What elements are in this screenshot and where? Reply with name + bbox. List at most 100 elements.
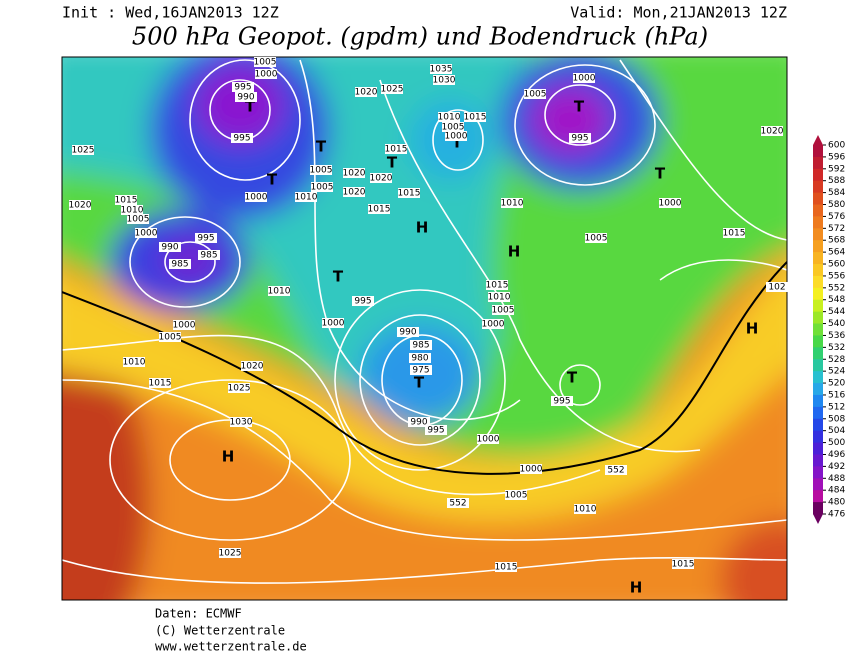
isobar-label: 1015 (149, 379, 172, 389)
isobar-label-bg (723, 228, 745, 238)
isobar-label: 1010 (501, 199, 524, 209)
pressure-center: H (508, 243, 521, 261)
isobar-label: 1005 (442, 123, 465, 133)
isobar-label-bg (355, 87, 377, 97)
isobar-label: 1010 (123, 358, 146, 368)
isobar-label-bg (219, 548, 241, 558)
isobar-label-bg (159, 332, 181, 342)
isobar-label: 990 (161, 243, 178, 253)
isobar-label: 1020 (343, 188, 366, 198)
isobar-label-bg (381, 84, 403, 94)
colorbar-label: 576 (828, 212, 845, 222)
isobar-label-bg (605, 465, 627, 475)
isobar-label-bg (232, 82, 254, 92)
pressure-center: T (387, 154, 398, 172)
pressure-center: T (267, 171, 278, 189)
isobar-label-bg (433, 75, 455, 85)
isobar-label: 1025 (381, 85, 404, 95)
isobar-label-bg (445, 131, 467, 141)
colorbar-label: 560 (828, 260, 845, 270)
isobar-label: 1020 (69, 201, 92, 211)
isobar-label: 1035 (430, 65, 453, 75)
colorbar-label: 496 (828, 450, 845, 460)
colorbar-swatch (813, 478, 823, 491)
isobar-label-bg (343, 168, 365, 178)
isobar-label-bg (195, 233, 217, 243)
isobar-label: 1015 (368, 205, 391, 215)
isobar-label: 1020 (355, 88, 378, 98)
isobar-label: 1005 (311, 183, 334, 193)
colorbar-swatch (813, 335, 823, 348)
isobar-label: 1030 (230, 418, 253, 428)
isobar-label: 1005 (505, 491, 528, 501)
isobar-label: 985 (200, 251, 217, 261)
isobar-label-bg (425, 425, 447, 435)
colorbar-swatch (813, 156, 823, 170)
isobar-label-bg (310, 165, 332, 175)
isobar-label-bg (430, 64, 452, 74)
isobar-label-bg (766, 282, 788, 292)
isobar-label: 1010 (438, 113, 461, 123)
isobar-label-bg (574, 504, 596, 514)
colorbar-label: 532 (828, 343, 845, 353)
colorbar-label: 596 (828, 152, 845, 162)
isobar-label-bg (311, 182, 333, 192)
isobar-label-bg (115, 195, 137, 205)
isobar-label: 1020 (370, 174, 393, 184)
colorbar-label: 488 (828, 474, 845, 484)
isobar-label-bg (241, 361, 263, 371)
isobar-label: 1015 (486, 281, 509, 291)
isobar-label-bg (410, 365, 432, 375)
colorbar-swatch (813, 430, 823, 444)
colorbar-swatch (813, 311, 823, 325)
isobar-label-bg (551, 396, 573, 406)
isobar-label-bg (69, 200, 91, 210)
isobar-label: 1015 (115, 196, 138, 206)
isobar-label: 1005 (127, 215, 150, 225)
colorbar-swatch (813, 145, 823, 158)
isobar-label: 990 (399, 328, 416, 338)
isobar-label: 990 (410, 418, 427, 428)
colorbar-swatch (813, 216, 823, 229)
isobar-label-bg (585, 233, 607, 243)
isobar-label: 1005 (254, 58, 277, 68)
isobar-label-bg (255, 69, 277, 79)
colorbar-swatch (813, 418, 823, 432)
isobar-label: 1000 (445, 132, 468, 142)
isobar-label-bg (231, 133, 253, 143)
isobar-label-bg (127, 214, 149, 224)
colorbar-swatch (813, 287, 823, 301)
isobar-label-bg (72, 145, 94, 155)
isobar-label-bg (486, 280, 508, 290)
colorbar-label: 512 (828, 402, 845, 412)
isobar-label: 1010 (574, 505, 597, 515)
colorbar-swatch (813, 264, 823, 277)
isobar-label: 1020 (761, 127, 784, 137)
isobar-label-bg (482, 319, 504, 329)
isobar-label: 995 (234, 83, 251, 93)
isobar-label-bg (438, 112, 460, 122)
isobar-label: 1010 (268, 287, 291, 297)
colorbar-label: 580 (828, 200, 845, 210)
isobar-label-bg (370, 173, 392, 183)
colorbar-label: 480 (828, 498, 845, 508)
footer-url: www.wetterzentrale.de (155, 640, 307, 654)
isobar-label-bg (295, 192, 317, 202)
isobar-label: 1000 (135, 229, 158, 239)
colorbar-label: 536 (828, 331, 845, 341)
isobar-label: 1010 (295, 193, 318, 203)
isobar-label-bg (442, 122, 464, 132)
isobar-label-bg (761, 126, 783, 136)
isobar-label-bg (505, 490, 527, 500)
isobar-label-bg (228, 383, 250, 393)
isobar-label: 1015 (398, 189, 421, 199)
isobar-label-bg (659, 198, 681, 208)
valid-time: Valid: Mon,21JAN2013 12Z (570, 4, 787, 22)
isobar-label-bg (398, 188, 420, 198)
pressure-center: T (316, 138, 327, 156)
isobar-label: 985 (412, 341, 429, 351)
isobar-label: 1005 (524, 90, 547, 100)
isobar-label: 1000 (520, 465, 543, 475)
colorbar-label: 500 (828, 438, 845, 448)
